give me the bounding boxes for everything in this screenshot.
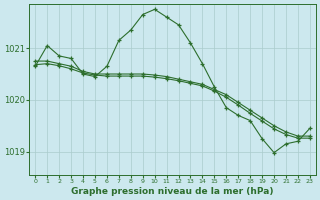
X-axis label: Graphe pression niveau de la mer (hPa): Graphe pression niveau de la mer (hPa) <box>71 187 274 196</box>
